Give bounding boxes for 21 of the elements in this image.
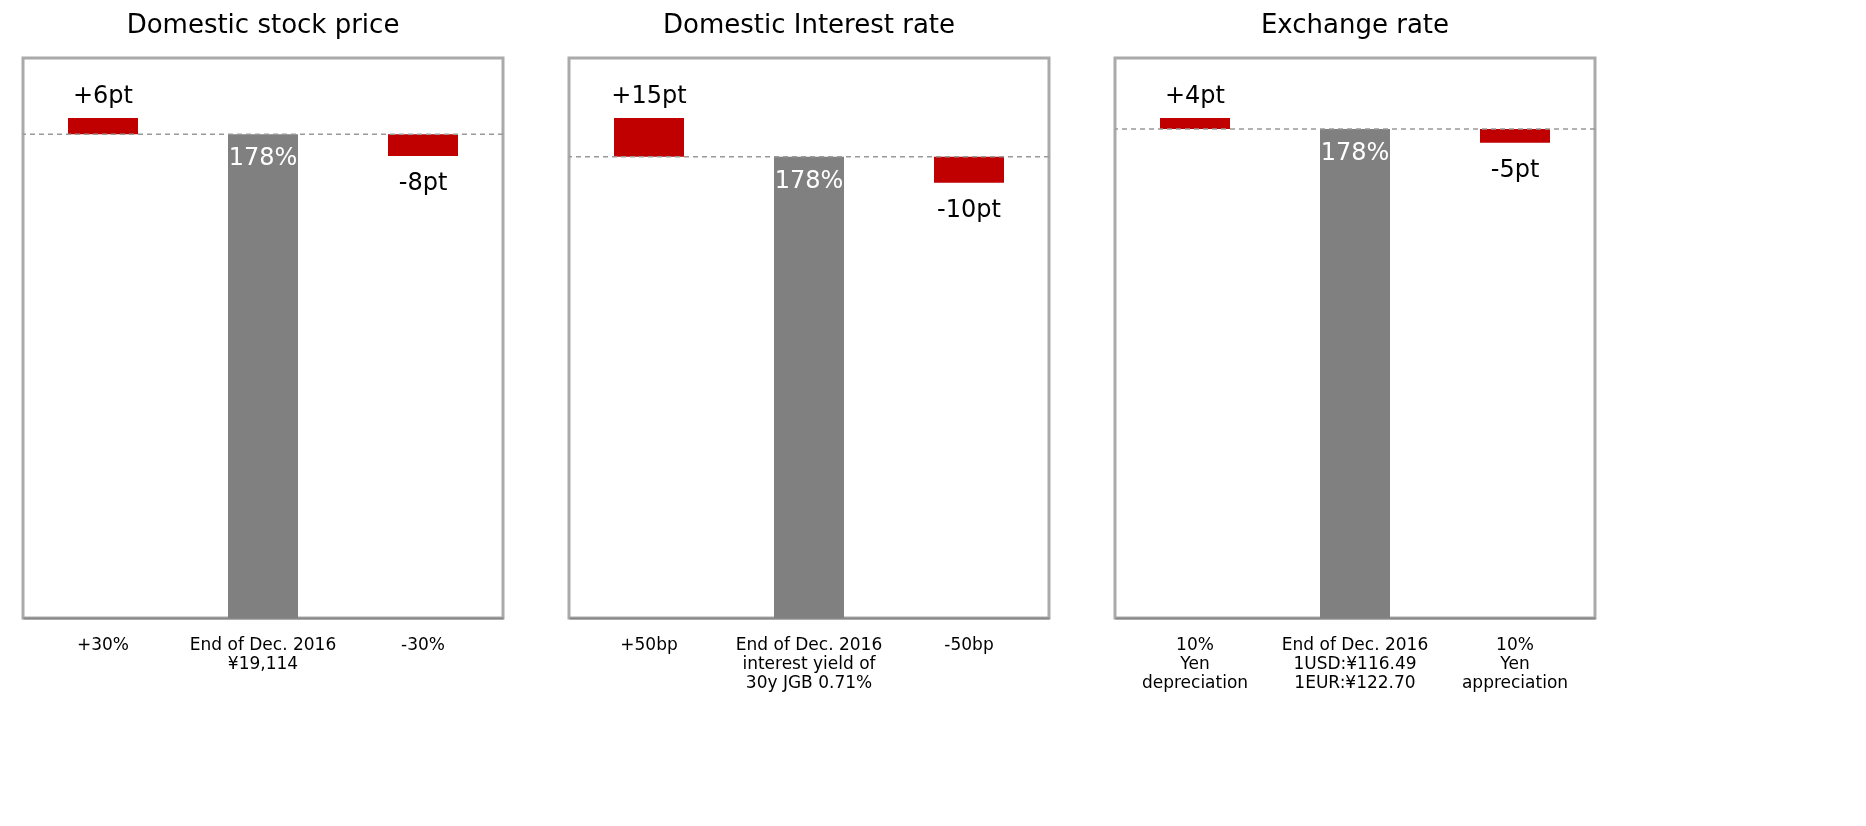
chart-title: Exchange rate bbox=[1260, 9, 1450, 39]
data-label: +15pt bbox=[611, 81, 687, 109]
x-tick-label: +30% bbox=[76, 633, 130, 654]
x-tick-label: End of Dec. 2016 ¥19,114 bbox=[189, 633, 337, 673]
x-tick-label: 10% Yen appreciation bbox=[1461, 633, 1569, 692]
data-label: +4pt bbox=[1164, 81, 1226, 109]
data-label: -8pt bbox=[398, 168, 448, 197]
chart-title: Domestic Interest rate bbox=[662, 9, 956, 39]
chart-title: Domestic stock price bbox=[126, 9, 400, 39]
data-label: -10pt bbox=[937, 194, 1001, 223]
data-label: 178% bbox=[774, 165, 844, 194]
data-label: 178% bbox=[1320, 137, 1390, 166]
data-label: 178% bbox=[228, 143, 298, 172]
x-tick-label: End of Dec. 2016 1USD:¥116.49 1EUR:¥122.70 bbox=[1281, 633, 1429, 692]
x-tick-label: 10% Yen depreciation bbox=[1141, 633, 1249, 692]
x-tick-label: -30% bbox=[401, 633, 445, 654]
x-tick-label: +50bp bbox=[620, 633, 678, 654]
data-label: -5pt bbox=[1490, 154, 1540, 183]
x-tick-label: -50bp bbox=[944, 633, 994, 654]
x-tick-label: End of Dec. 2016 interest yield of 30y JGB 0.71% bbox=[735, 633, 883, 692]
data-label: +6pt bbox=[72, 81, 134, 109]
